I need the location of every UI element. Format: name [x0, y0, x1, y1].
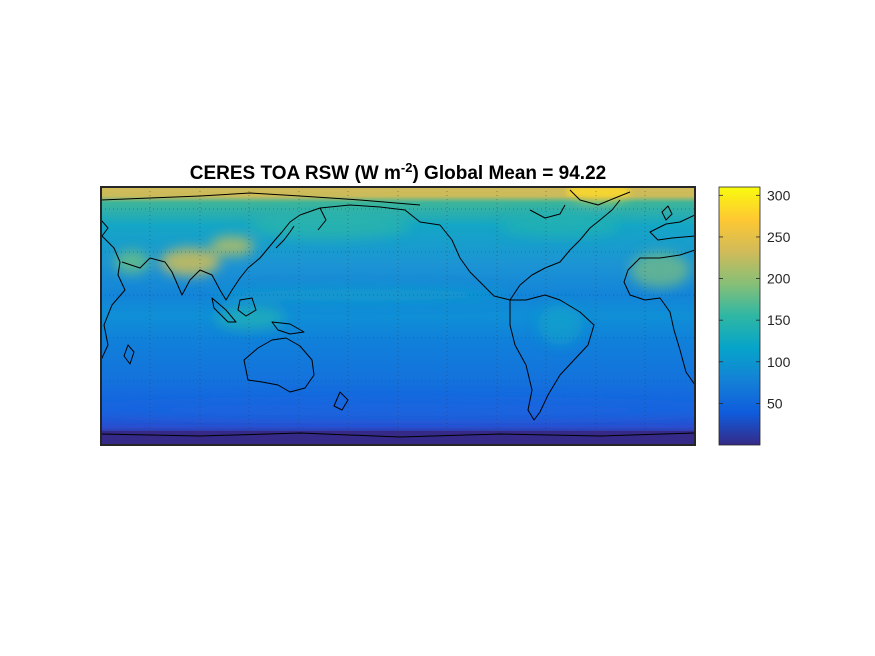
coast-siberia-north [101, 192, 421, 206]
colorbar-tick-label: 100 [767, 354, 791, 370]
coast-borneo [237, 297, 257, 317]
colorbar-gradient [718, 186, 761, 446]
map-title: CERES TOA RSW (W m-2) Global Mean = 94.2… [190, 160, 606, 184]
coast-europe-africa-east [101, 219, 126, 361]
north-africa-flux [630, 252, 690, 288]
colorbar-tick-label: 150 [767, 312, 791, 328]
coast-kamchatka [317, 207, 327, 231]
coast-asia-south [121, 204, 441, 301]
arabia-flux [114, 250, 150, 274]
colorbar: 300 250 200 150 100 50 [718, 186, 791, 446]
south-america-flux [538, 305, 582, 345]
maritime-continent-flux [215, 306, 285, 330]
coastlines [101, 189, 695, 438]
coast-madagascar [123, 344, 135, 365]
colorbar-tick-label: 50 [767, 395, 783, 411]
tibet-high-flux [210, 236, 254, 256]
southern-ocean-flux [101, 400, 695, 420]
north-atlantic-flux [500, 213, 620, 237]
antarctic-band [101, 431, 695, 445]
coast-uk [661, 205, 673, 221]
title-suffix: ) Global Mean = 94.22 [412, 163, 606, 184]
coast-africa-west [623, 249, 695, 386]
colorbar-tick-label: 200 [767, 271, 791, 287]
greenland-ice [568, 187, 628, 196]
colorbar-ticks: 300 250 200 150 100 50 [719, 187, 791, 411]
coast-europe-west [649, 214, 695, 241]
coast-north-america [439, 199, 621, 301]
coast-australia [243, 337, 315, 393]
itcz-flux [210, 289, 510, 301]
coast-antarctica [101, 432, 695, 438]
coast-greenland [569, 189, 631, 206]
coast-new-guinea [271, 321, 305, 335]
asia-high-flux [160, 248, 220, 276]
north-pacific-flux [250, 211, 410, 239]
coast-hudson-bay [529, 204, 566, 219]
colorbar-tick-label: 250 [767, 229, 791, 245]
map-panel [101, 187, 695, 445]
coast-new-zealand [333, 391, 349, 411]
coast-sumatra [211, 297, 237, 323]
coast-japan [275, 225, 295, 249]
coast-south-america [509, 294, 595, 421]
title-prefix: CERES TOA RSW (W m [190, 163, 401, 184]
map-frame [100, 186, 696, 446]
title-superscript: -2 [401, 160, 413, 175]
colorbar-tick-label: 300 [767, 187, 791, 203]
